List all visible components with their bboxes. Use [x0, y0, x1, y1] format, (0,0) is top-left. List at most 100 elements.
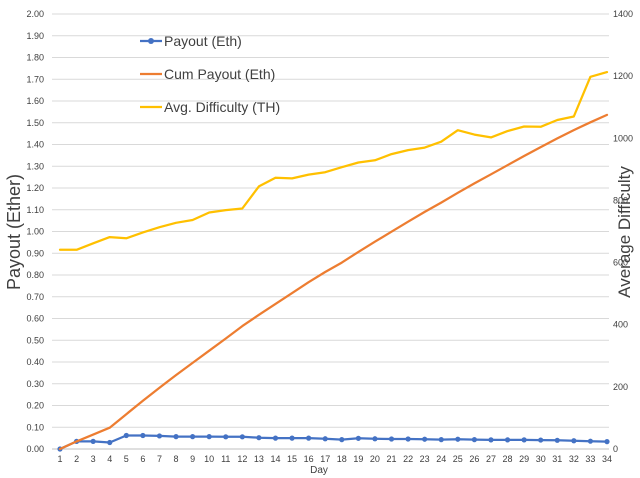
legend-label-avg-difficulty-th: Avg. Difficulty (TH)	[164, 99, 280, 115]
data-point-payout-eth	[521, 437, 527, 443]
data-point-payout-eth	[90, 438, 96, 444]
x-tick-label: 6	[140, 454, 145, 464]
y-tick-label: 1.60	[26, 96, 44, 106]
data-point-payout-eth	[355, 435, 361, 441]
x-tick-label: 9	[190, 454, 195, 464]
x-tick-label: 30	[536, 454, 546, 464]
x-tick-label: 26	[469, 454, 479, 464]
x-tick-label: 15	[287, 454, 297, 464]
legend-marker-payout-eth	[148, 38, 154, 44]
y-tick-label: 1.40	[26, 140, 44, 150]
y2-tick-label: 1400	[613, 9, 633, 19]
data-point-payout-eth	[156, 433, 163, 439]
x-tick-label: 32	[569, 454, 579, 464]
y-tick-label: 0.50	[26, 335, 44, 345]
y-tick-label: 1.80	[26, 53, 44, 63]
x-axis-title: Day	[310, 465, 328, 476]
x-tick-label: 25	[453, 454, 463, 464]
y-tick-label: 1.30	[26, 161, 44, 171]
data-point-payout-eth	[223, 434, 229, 440]
x-tick-label: 28	[503, 454, 513, 464]
data-point-payout-eth	[571, 438, 577, 444]
legend: Payout (Eth) Cum Payout (Eth) Avg. Difficu…	[140, 33, 280, 115]
y-tick-label: 1.70	[26, 74, 44, 84]
y2-tick-label: 0	[613, 444, 618, 454]
x-tick-label: 24	[436, 454, 446, 464]
y-tick-label: 0.00	[26, 444, 44, 454]
x-tick-label: 23	[420, 454, 430, 464]
x-tick-label: 10	[204, 454, 214, 464]
x-tick-label: 5	[124, 454, 129, 464]
x-tick-label: 17	[320, 454, 330, 464]
y-tick-label: 0.70	[26, 292, 44, 302]
data-point-payout-eth	[123, 432, 129, 439]
data-point-payout-eth	[554, 437, 560, 443]
x-tick-label: 29	[519, 454, 529, 464]
data-point-payout-eth	[455, 436, 461, 442]
x-tick-label: 31	[552, 454, 562, 464]
x-tick-label: 19	[353, 454, 363, 464]
y-tick-label: 0.60	[26, 314, 44, 324]
x-tick-label: 22	[403, 454, 413, 464]
x-tick-label: 3	[91, 454, 96, 464]
x-tick-label: 18	[337, 454, 347, 464]
x-tick-label: 2	[74, 454, 79, 464]
data-point-payout-eth	[206, 434, 212, 440]
data-point-payout-eth	[272, 435, 279, 441]
data-point-payout-eth	[488, 437, 494, 443]
series-line-avg-difficulty-th	[58, 70, 609, 251]
y-tick-label: 0.10	[26, 422, 44, 432]
data-point-payout-eth	[256, 435, 262, 441]
y-tick-label: 0.40	[26, 357, 44, 367]
x-tick-label: 8	[174, 454, 179, 464]
y-tick-label: 0.20	[26, 401, 44, 411]
legend-label-payout-eth: Payout (Eth)	[164, 33, 242, 49]
x-tick-label: 34	[602, 454, 612, 464]
x-tick-label: 21	[387, 454, 397, 464]
x-tick-label: 4	[107, 454, 112, 464]
data-point-payout-eth	[190, 434, 196, 440]
y2-tick-label: 400	[613, 320, 628, 330]
data-point-payout-eth	[339, 437, 345, 443]
data-point-payout-eth	[504, 437, 511, 443]
x-tick-label: 12	[237, 454, 247, 464]
series-lines	[57, 70, 610, 452]
data-point-payout-eth	[604, 439, 610, 445]
data-point-payout-eth	[587, 438, 594, 444]
y-tick-label: 2.00	[26, 9, 44, 19]
data-point-payout-eth	[471, 437, 477, 443]
data-point-payout-eth	[107, 439, 113, 446]
x-axis-ticks: 1 2 3 4 5 6 7 8 9 10 11 12 13 14 15 16 17 18 19 20 21 22 23 24 2…	[57, 454, 612, 464]
y2-tick-label: 800	[613, 195, 628, 205]
data-point-payout-eth	[322, 436, 328, 442]
series-line-cum-payout-eth	[58, 113, 609, 451]
data-point-payout-eth	[173, 434, 179, 440]
x-tick-label: 16	[304, 454, 314, 464]
data-point-payout-eth	[422, 436, 428, 442]
x-tick-label: 7	[157, 454, 162, 464]
y-tick-label: 1.20	[26, 183, 44, 193]
data-point-payout-eth	[438, 437, 444, 443]
x-tick-label: 27	[486, 454, 496, 464]
series-line-payout-eth	[58, 434, 609, 451]
y-axis-right-ticks: 0 200 400 600 800 1000 1200 1400	[613, 9, 633, 454]
y2-tick-label: 200	[613, 382, 628, 392]
y-tick-label: 0.30	[26, 379, 44, 389]
data-point-payout-eth	[372, 436, 378, 442]
data-point-payout-eth	[388, 436, 395, 442]
data-point-payout-eth	[405, 436, 411, 442]
gridlines	[52, 13, 609, 450]
y-axis-left-title: Payout (Ether)	[4, 174, 24, 290]
y2-tick-label: 1200	[613, 71, 633, 81]
x-tick-label: 20	[370, 454, 380, 464]
y-tick-label: 1.90	[26, 31, 44, 41]
data-point-payout-eth	[538, 437, 544, 443]
y-tick-label: 1.50	[26, 118, 44, 128]
legend-label-cum-payout-eth: Cum Payout (Eth)	[164, 66, 275, 82]
data-point-payout-eth	[239, 434, 245, 440]
x-tick-label: 1	[57, 454, 62, 464]
data-point-payout-eth	[289, 435, 295, 441]
y-tick-label: 1.00	[26, 227, 44, 237]
